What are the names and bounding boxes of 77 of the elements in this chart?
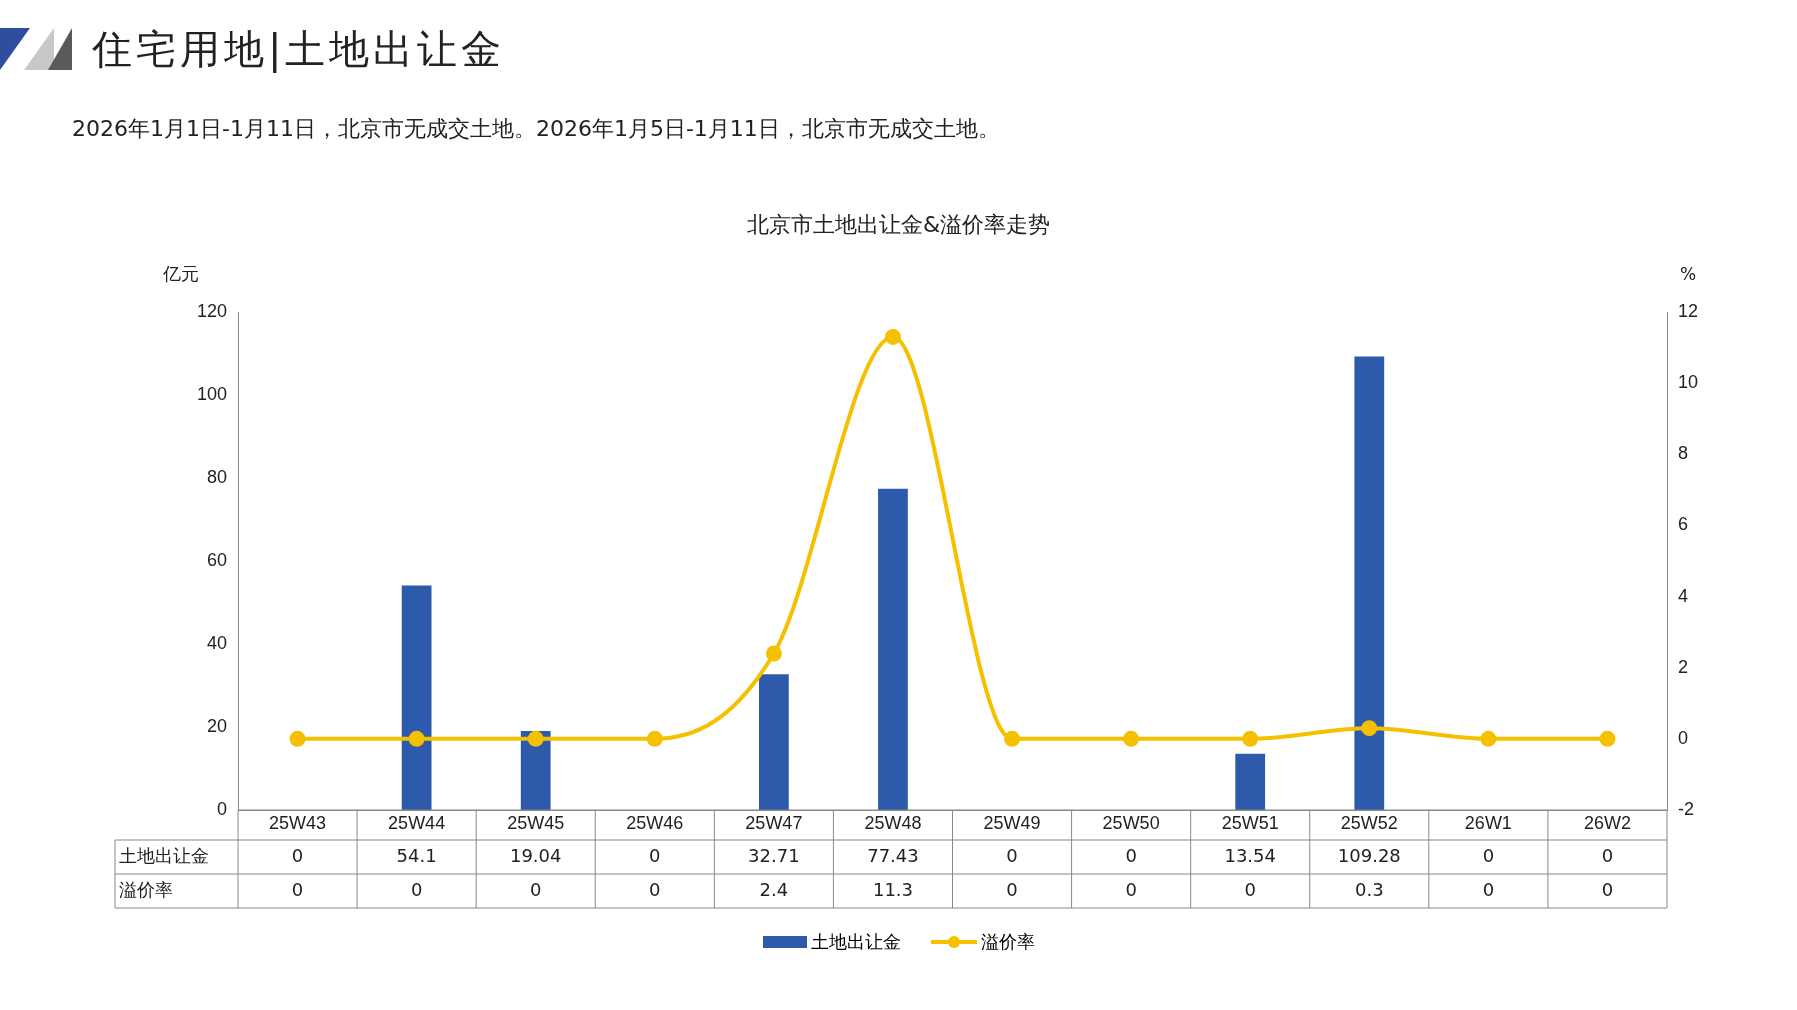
- data-label: 0: [1601, 878, 1614, 900]
- point: [765, 645, 782, 662]
- y-tick-label: 80: [206, 466, 227, 487]
- data-label: 77.43: [867, 844, 919, 866]
- data-label: 0: [649, 878, 661, 900]
- point: [1123, 730, 1140, 747]
- bar: [401, 585, 432, 810]
- point: [1361, 720, 1378, 737]
- text: 土地出让金: [119, 844, 209, 866]
- data-label: 11.3: [872, 878, 913, 900]
- point: [1599, 730, 1616, 747]
- y2-tick-label: 8: [1678, 443, 1689, 464]
- point: [646, 730, 663, 747]
- text: 溢价率: [119, 878, 173, 900]
- y-tick-label: 40: [206, 632, 227, 653]
- bar: [1235, 753, 1266, 810]
- data-label: 0: [1125, 844, 1137, 866]
- x-tick-label: 25W50: [1102, 812, 1160, 833]
- y-tick-label: 60: [206, 549, 227, 570]
- legend-label: 土地出让金: [810, 930, 901, 954]
- point: [289, 730, 306, 747]
- x-tick-label: 26W1: [1464, 812, 1512, 833]
- y2-tick-label: 4: [1678, 585, 1689, 606]
- data-label: 2.4: [759, 878, 789, 900]
- data-label: 0: [291, 878, 304, 900]
- data-label: 19.04: [509, 844, 562, 866]
- data-label: 0: [1244, 878, 1256, 900]
- x-tick-label: 25W43: [269, 812, 327, 833]
- data-label: 54.1: [396, 844, 437, 866]
- y2-tick-label: -2: [1678, 798, 1695, 819]
- y-tick-label: 120: [196, 300, 227, 321]
- data-label: 0: [1125, 878, 1137, 900]
- y2-tick-label: 10: [1678, 372, 1699, 393]
- x-tick-label: 25W45: [507, 812, 565, 833]
- y-tick-label: 20: [206, 715, 227, 736]
- data-label: 0: [291, 844, 304, 866]
- point: [884, 328, 901, 345]
- chart-title: 北京市土地出让金&溢价率走势: [745, 211, 1052, 239]
- chart-subtitle: 2026年1月1日-1月11日，北京市无成交土地。2026年1月5日-1月11日，北京市无成交土地。: [72, 115, 1000, 143]
- bar: [758, 674, 789, 810]
- y2-axis-title: %: [1680, 264, 1697, 284]
- point: [1242, 730, 1259, 747]
- data-label: 0: [529, 878, 542, 900]
- x-tick-label: 25W52: [1340, 812, 1398, 833]
- data-label: 109.28: [1337, 844, 1401, 866]
- data-label: 0: [410, 878, 423, 900]
- text: 住宅用地|土地出让金: [92, 25, 506, 75]
- y-axis-title: 亿元: [163, 262, 199, 286]
- data-label: 0: [649, 844, 661, 866]
- x-tick-label: 25W48: [864, 812, 922, 833]
- x-tick-label: 25W47: [745, 812, 803, 833]
- y2-tick-label: 2: [1678, 656, 1689, 677]
- y-tick-label: 100: [196, 383, 227, 404]
- data-label: 0.3: [1354, 878, 1384, 900]
- point: [1004, 730, 1021, 747]
- x-tick-label: 25W51: [1221, 812, 1279, 833]
- data-label: 13.54: [1224, 844, 1276, 866]
- x-tick-label: 25W46: [626, 812, 684, 833]
- x-tick-label: 25W44: [388, 812, 446, 833]
- point: [527, 730, 544, 747]
- bar: [878, 488, 908, 810]
- data-label: 0: [1482, 878, 1495, 900]
- x-tick-label: 25W49: [983, 812, 1041, 833]
- point: [1480, 730, 1497, 747]
- data-label: 0: [1601, 844, 1614, 866]
- point: [408, 730, 425, 747]
- legend-label: 溢价率: [980, 930, 1035, 954]
- data-label: 32.71: [748, 844, 800, 866]
- data-label: 0: [1006, 844, 1018, 866]
- bar: [1354, 356, 1385, 810]
- y2-tick-label: 0: [1678, 727, 1689, 748]
- y-tick-label: 0: [216, 798, 227, 819]
- data-label: 0: [1482, 844, 1495, 866]
- y2-tick-label: 12: [1678, 300, 1699, 321]
- y2-tick-label: 6: [1678, 514, 1689, 535]
- data-label: 0: [1006, 878, 1018, 900]
- x-tick-label: 26W2: [1583, 812, 1631, 833]
